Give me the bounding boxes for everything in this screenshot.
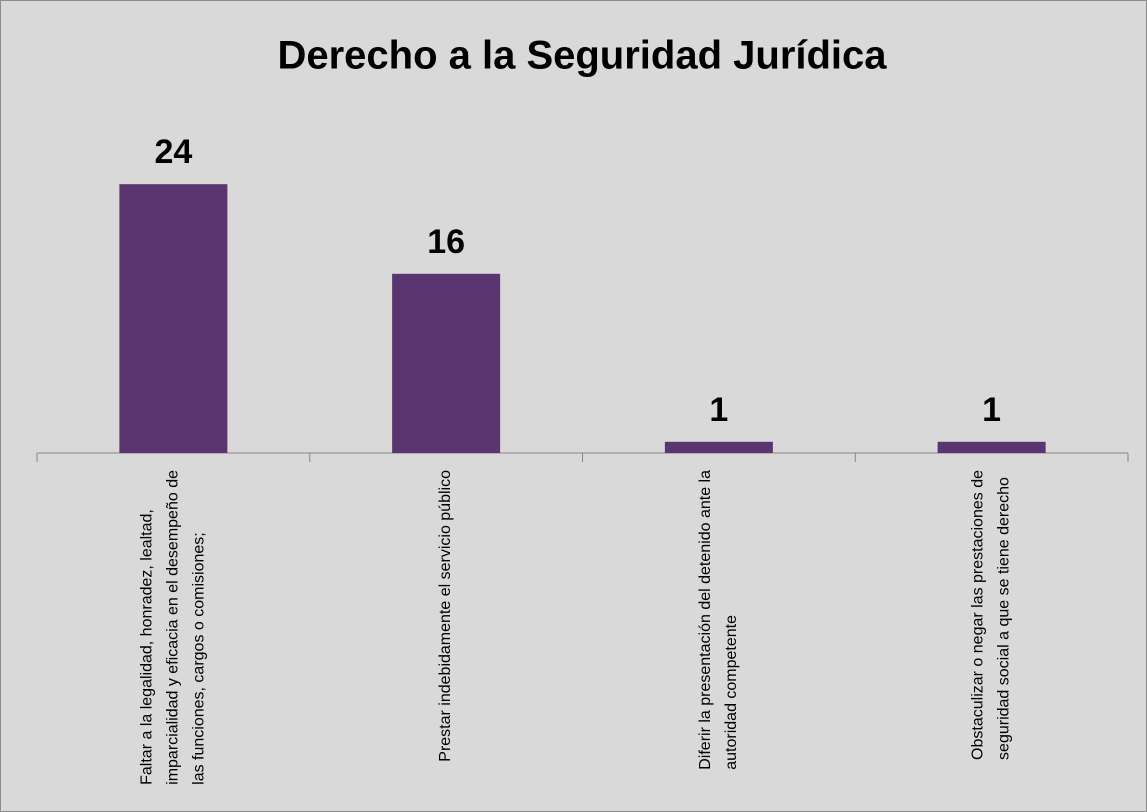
- chart-title: Derecho a la Seguridad Jurídica: [277, 34, 887, 78]
- data-label: 16: [427, 223, 465, 261]
- x-tick-label: Diferir la presentación del detenido ant…: [697, 470, 740, 770]
- x-tick-label: Faltar a la legalidad, honradez, lealtad…: [139, 470, 208, 785]
- bar: [392, 273, 501, 453]
- x-tick-label: Prestar indebidamente el servicio públic…: [437, 470, 454, 762]
- bar: [937, 441, 1046, 453]
- x-tick-label: Obstaculizar o negar las prestaciones de…: [970, 470, 1013, 760]
- bar: [664, 441, 773, 453]
- bar: [119, 184, 228, 453]
- data-label: 1: [709, 391, 728, 429]
- data-label: 24: [154, 133, 192, 171]
- data-label: 1: [982, 391, 1001, 429]
